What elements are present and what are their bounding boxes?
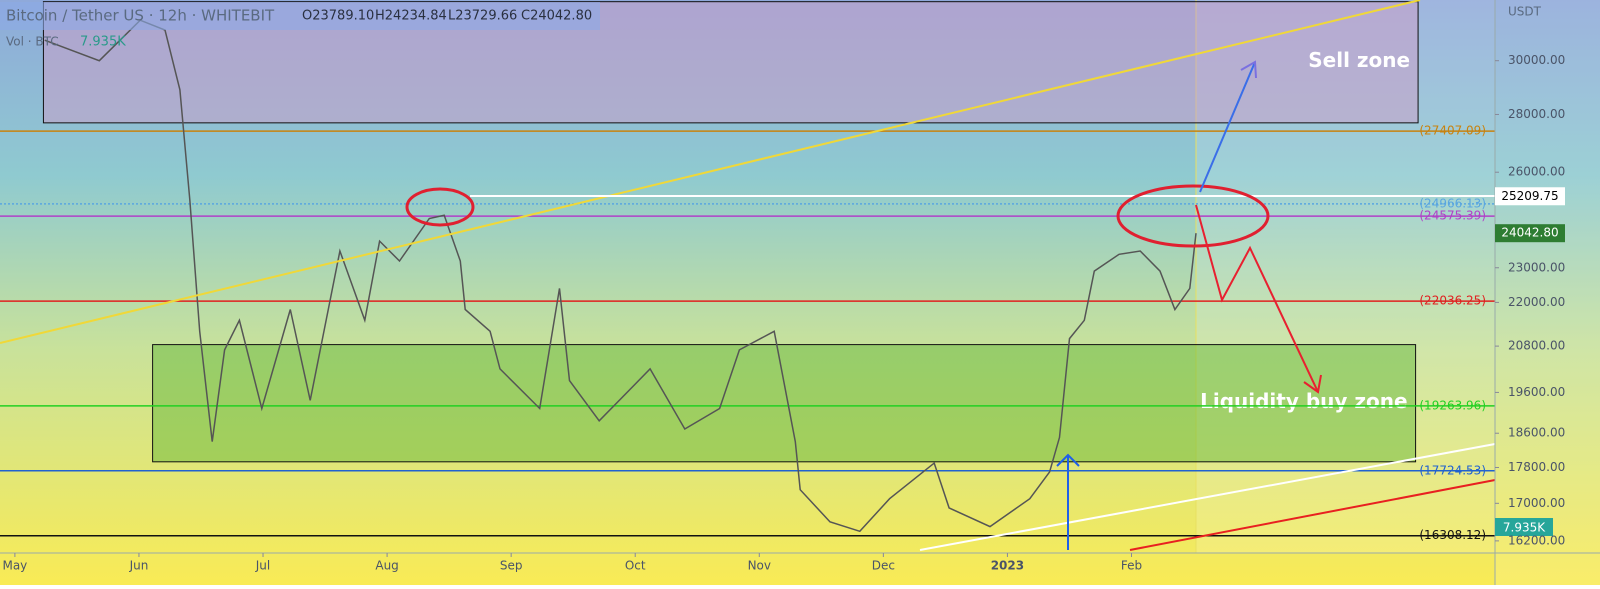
price-axis	[1495, 0, 1600, 585]
y-tick-label: 23000.00	[1508, 260, 1565, 274]
level-label: (16308.12)	[1419, 528, 1486, 542]
y-tick-label: 20800.00	[1508, 339, 1565, 353]
price-line	[44, 19, 1197, 533]
level-label: (17724.53)	[1419, 463, 1486, 477]
zone-label: Sell zone	[1308, 48, 1410, 72]
price-tag-label: 25209.75	[1501, 189, 1558, 203]
x-tick-label: Feb	[1121, 559, 1142, 573]
y-tick-label: 19600.00	[1508, 385, 1565, 399]
y-tick-label: 17800.00	[1508, 460, 1565, 474]
volume-tag-label: 7.935K	[1503, 521, 1546, 535]
volume-tag	[1495, 518, 1553, 536]
price-tag-label: 24042.80	[1501, 226, 1558, 240]
y-tick-label: 28000.00	[1508, 107, 1565, 121]
price-tag	[1495, 224, 1565, 243]
ohlc-value: H24234.84	[375, 9, 447, 24]
y-tick-label: 18600.00	[1508, 426, 1565, 440]
ohlc-value: O23789.10	[302, 9, 374, 24]
x-tick-label: May	[2, 559, 27, 573]
y-tick-label: 22000.00	[1508, 295, 1565, 309]
level-label: (19263.96)	[1419, 398, 1486, 412]
level-label: (24966.13)	[1419, 196, 1486, 210]
y-tick-label: 30000.00	[1508, 53, 1565, 67]
arrow	[1199, 61, 1256, 193]
y-tick-label: 17000.00	[1508, 496, 1565, 510]
header-bg	[0, 2, 600, 30]
arrow-head	[1303, 374, 1322, 394]
level-label: (27407.09)	[1419, 124, 1486, 138]
level-label: (22036.25)	[1419, 294, 1486, 308]
zone	[152, 344, 1417, 463]
price-tag	[1495, 187, 1565, 206]
y-tick-label: 26000.00	[1508, 165, 1565, 179]
level-label: (24575.39)	[1419, 209, 1486, 223]
currency-label: USDT	[1508, 5, 1542, 19]
volume-label: Vol · BTC	[6, 35, 59, 49]
ohlc-value: C24042.80	[521, 9, 592, 24]
x-tick-label: Aug	[375, 559, 398, 573]
volume-value: 7.935K	[80, 35, 126, 50]
x-tick-label: Jun	[129, 559, 149, 573]
x-tick-label: Jul	[255, 559, 270, 573]
x-tick-label: Sep	[500, 559, 523, 573]
zone-label: Liquidity buy zone	[1200, 389, 1407, 413]
trend-line	[1129, 479, 1496, 551]
arrow-head	[1240, 60, 1257, 79]
arrow-head	[1056, 453, 1080, 467]
x-tick-label: 2023	[991, 559, 1024, 573]
x-tick-label: Oct	[625, 559, 646, 573]
trend-line	[919, 443, 1496, 551]
trend-line	[0, 0, 1421, 344]
x-tick-label: Dec	[872, 559, 895, 573]
symbol-title: Bitcoin / Tether US · 12h · WHITEBIT	[6, 7, 275, 25]
arrow	[1195, 204, 1319, 393]
highlight-ellipse	[1116, 184, 1270, 248]
x-tick-label: Nov	[748, 559, 771, 573]
highlight-ellipse	[405, 187, 475, 227]
ohlc-value: L23729.66	[448, 9, 517, 24]
y-tick-label: 16200.00	[1508, 533, 1565, 547]
